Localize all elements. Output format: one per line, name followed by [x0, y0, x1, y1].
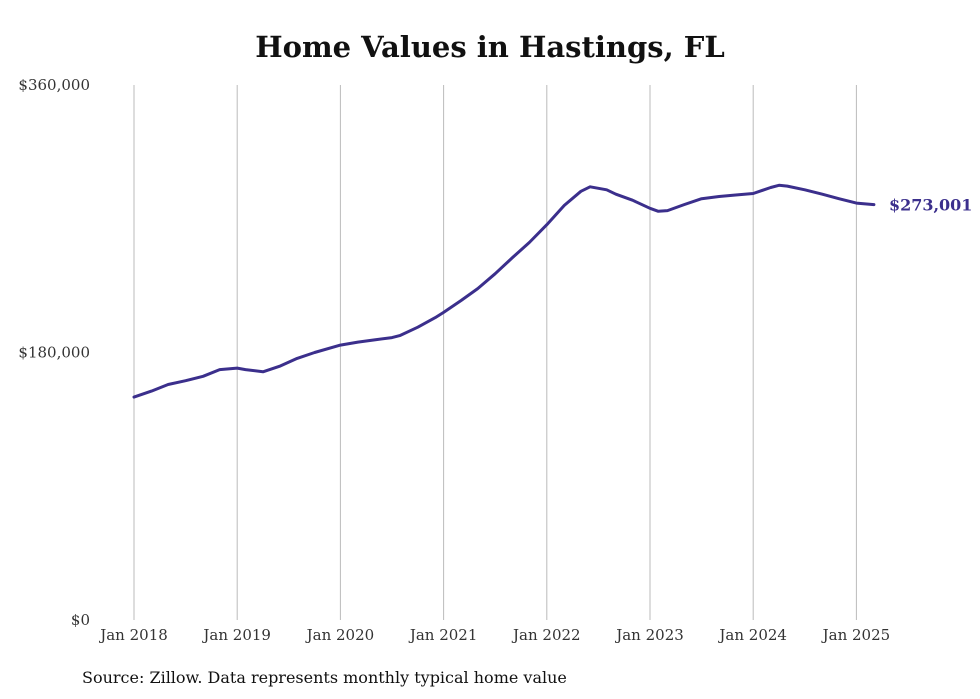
series-line	[132, 183, 876, 399]
y-tick-label: $0	[71, 611, 90, 629]
source-note: Source: Zillow. Data represents monthly …	[82, 668, 567, 687]
chart-title: Home Values in Hastings, FL	[255, 30, 725, 64]
x-tick-label: Jan 2024	[717, 626, 787, 644]
x-tick-label: Jan 2023	[614, 626, 684, 644]
x-tick-label: Jan 2019	[201, 626, 271, 644]
x-tick-label: Jan 2022	[511, 626, 581, 644]
x-tick-label: Jan 2018	[98, 626, 168, 644]
y-tick-label: $180,000	[18, 344, 90, 362]
end-value-label: $273,001	[889, 196, 973, 215]
x-tick-label: Jan 2025	[821, 626, 891, 644]
y-tick-label: $360,000	[18, 76, 90, 94]
x-tick-label: Jan 2021	[408, 626, 478, 644]
x-tick-label: Jan 2020	[305, 626, 375, 644]
